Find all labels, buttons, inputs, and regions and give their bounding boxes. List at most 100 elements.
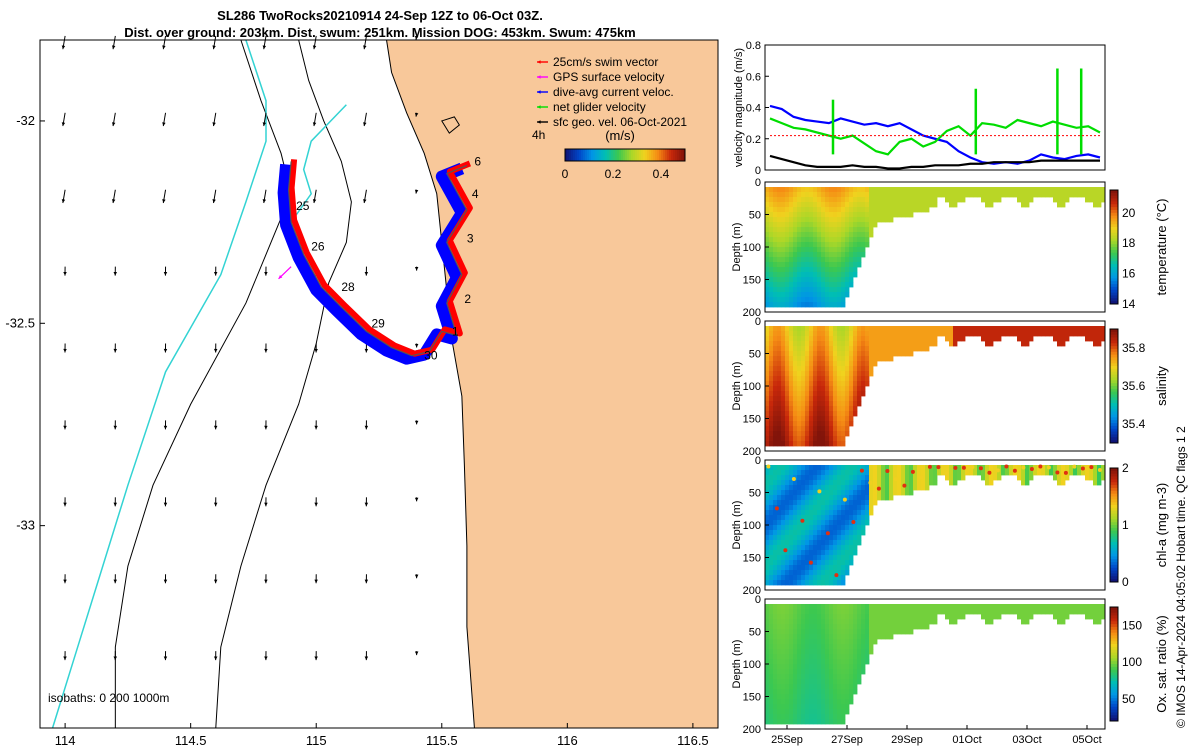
heatmap-cell bbox=[805, 520, 810, 526]
heatmap-cell bbox=[997, 331, 1002, 337]
heatmap-cell bbox=[833, 495, 838, 501]
heatmap-cell bbox=[813, 217, 818, 223]
heatmap-cell bbox=[1061, 331, 1066, 337]
heatmap-cell bbox=[997, 336, 1002, 342]
heatmap-cell bbox=[801, 376, 806, 382]
heatmap-cell bbox=[905, 490, 910, 496]
heatmap-cell bbox=[865, 346, 870, 352]
heatmap-cell bbox=[773, 560, 778, 566]
heatmap-cell bbox=[789, 629, 794, 635]
heatmap-cell bbox=[801, 669, 806, 675]
heatmap-cell bbox=[861, 530, 866, 536]
heatmap-cell bbox=[809, 659, 814, 665]
heatmap-colorbar-cell bbox=[1110, 337, 1118, 341]
heatmap-cell bbox=[769, 525, 774, 531]
geo-velocity-arrow bbox=[264, 266, 268, 276]
heatmap-cell bbox=[833, 242, 838, 248]
heatmap-cell bbox=[1061, 480, 1066, 486]
heatmap-cell bbox=[857, 192, 862, 198]
heatmap-cell bbox=[945, 336, 950, 342]
heatmap-colorbar-cell bbox=[1110, 278, 1118, 282]
heatmap-colorbar-cell bbox=[1110, 374, 1118, 378]
heatmap-cell bbox=[773, 351, 778, 357]
heatmap-cell bbox=[821, 282, 826, 288]
heatmap-cell bbox=[789, 704, 794, 710]
heatmap-colorbar-cell bbox=[1110, 661, 1118, 665]
geo-velocity-arrow bbox=[262, 112, 267, 127]
heatmap-cell bbox=[1069, 604, 1074, 610]
heatmap-cell bbox=[941, 192, 946, 198]
heatmap-cell bbox=[793, 272, 798, 278]
heatmap-cell bbox=[1037, 192, 1042, 198]
heatmap-cell bbox=[1017, 614, 1022, 620]
heatmap-cell bbox=[997, 192, 1002, 198]
heatmap-cell bbox=[821, 396, 826, 402]
heatmap-cell bbox=[789, 351, 794, 357]
heatmap-cell bbox=[1097, 619, 1102, 625]
heatmap-cell bbox=[837, 441, 842, 447]
heatmap-cell bbox=[785, 679, 790, 685]
heatmap-cell bbox=[789, 679, 794, 685]
heatmap-cell bbox=[845, 421, 850, 427]
heatmap-cell bbox=[1057, 609, 1062, 615]
heatmap-cell bbox=[837, 659, 842, 665]
heatmap-cell bbox=[789, 475, 794, 481]
heatmap-cell bbox=[785, 684, 790, 690]
heatmap-cell bbox=[877, 470, 882, 476]
heatmap-cell bbox=[921, 192, 926, 198]
heatmap-cell bbox=[833, 604, 838, 610]
heatmap-cell bbox=[801, 545, 806, 551]
heatmap-cell bbox=[817, 222, 822, 228]
heatmap-cell bbox=[805, 525, 810, 531]
heatmap-cell bbox=[809, 336, 814, 342]
heatmap-cell bbox=[765, 262, 770, 268]
colorbar-cell bbox=[603, 149, 606, 161]
heatmap-cell bbox=[793, 371, 798, 377]
heatmap-cell bbox=[829, 401, 834, 407]
heatmap-colorbar-cell bbox=[1110, 698, 1118, 702]
heatmap-cell bbox=[869, 202, 874, 208]
heatmap-cell bbox=[813, 555, 818, 561]
heatmap-cell bbox=[853, 232, 858, 238]
heatmap-cell bbox=[853, 669, 858, 675]
heatmap-cell bbox=[793, 396, 798, 402]
heatmap-cell bbox=[813, 550, 818, 556]
heatmap-colorbar-cell bbox=[1110, 340, 1118, 344]
heatmap-cell bbox=[769, 520, 774, 526]
heatmap-cell bbox=[893, 187, 898, 193]
heatmap-cell bbox=[773, 202, 778, 208]
heatmap-cell bbox=[1085, 187, 1090, 193]
heatmap-cell bbox=[869, 222, 874, 228]
heatmap-cell bbox=[853, 505, 858, 511]
heatmap-cell bbox=[845, 545, 850, 551]
heatmap-colorbar-cell bbox=[1110, 479, 1118, 483]
heatmap-cell bbox=[949, 197, 954, 203]
heatmap-cell bbox=[781, 386, 786, 392]
heatmap-y-tick-label: 50 bbox=[749, 349, 761, 361]
heatmap-cell bbox=[797, 619, 802, 625]
heatmap-cell bbox=[817, 247, 822, 253]
heatmap-cell bbox=[953, 609, 958, 615]
heatmap-cell bbox=[805, 624, 810, 630]
heatmap-cell bbox=[785, 669, 790, 675]
heatmap-cell bbox=[841, 391, 846, 397]
heatmap-cell bbox=[825, 371, 830, 377]
heatmap-cell bbox=[849, 406, 854, 412]
heatmap-cell bbox=[829, 575, 834, 581]
heatmap-cell bbox=[793, 520, 798, 526]
gps-surface-velocity-arrow bbox=[278, 266, 292, 280]
heatmap-cell bbox=[801, 500, 806, 506]
heatmap-cell bbox=[825, 684, 830, 690]
heatmap-cell bbox=[821, 654, 826, 660]
heatmap-cell bbox=[769, 684, 774, 690]
heatmap-cell bbox=[837, 609, 842, 615]
heatmap-colorbar-tick-label: 150 bbox=[1122, 618, 1142, 632]
heatmap-cell bbox=[877, 495, 882, 501]
heatmap-cell bbox=[801, 560, 806, 566]
heatmap-cell bbox=[769, 495, 774, 501]
heatmap-cell bbox=[801, 406, 806, 412]
heatmap-cell bbox=[817, 674, 822, 680]
heatmap-cell bbox=[1089, 326, 1094, 332]
heatmap-cell bbox=[849, 391, 854, 397]
heatmap-cell bbox=[845, 232, 850, 238]
